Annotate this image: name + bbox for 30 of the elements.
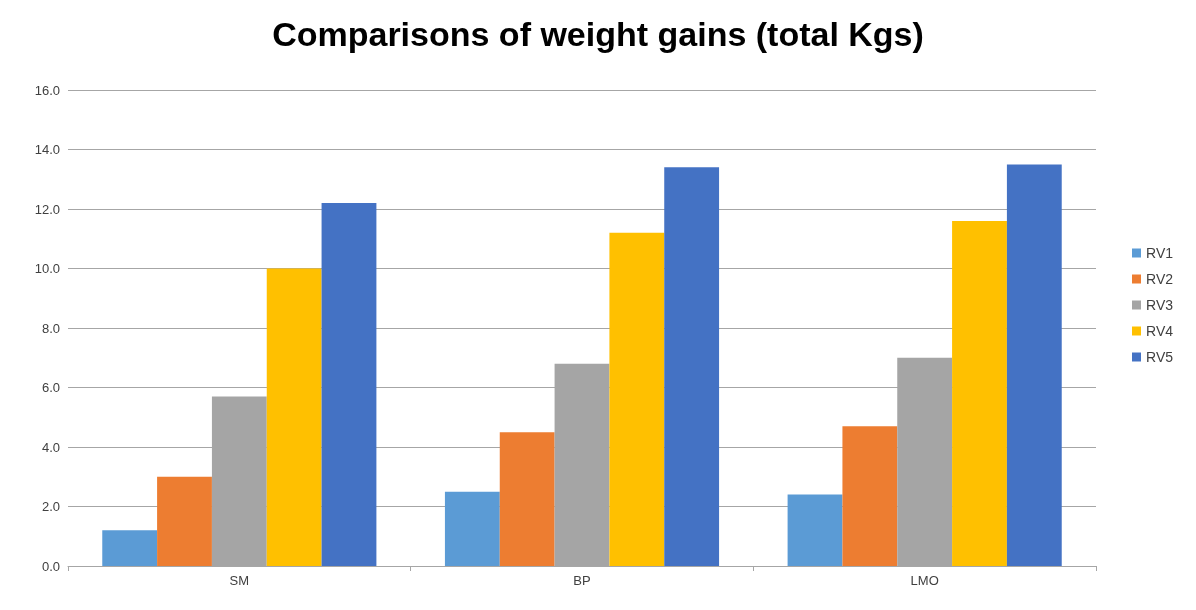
y-tick-label: 6.0 (41, 380, 60, 395)
legend-label: RV5 (1146, 349, 1174, 365)
bar (499, 432, 555, 566)
chart-title: Comparisons of weight gains (total Kgs) (272, 15, 924, 53)
bar (1006, 164, 1062, 566)
x-tick-label: LMO (910, 573, 939, 588)
y-tick-label: 16.0 (34, 82, 60, 98)
bar (787, 494, 843, 566)
legend-label: RV1 (1146, 245, 1174, 261)
y-tick-label: 14.0 (34, 142, 60, 157)
bar (842, 426, 898, 566)
y-tick-label: 10.0 (34, 261, 60, 276)
bar (609, 232, 665, 566)
y-tick-label: 4.0 (41, 439, 60, 455)
bar (321, 203, 377, 566)
y-tick-label: 12.0 (34, 201, 60, 217)
bar (444, 491, 500, 566)
bar (952, 220, 1007, 566)
legend-label: RV3 (1146, 297, 1174, 313)
y-tick-label: 2.0 (41, 499, 60, 514)
x-tick-label: BP (573, 573, 591, 588)
y-tick-label: 0.0 (41, 558, 60, 574)
legend-label: RV4 (1146, 323, 1174, 339)
bar (664, 167, 720, 566)
y-tick-label: 8.0 (41, 320, 60, 336)
x-tick-label: SM (229, 573, 250, 588)
legend-label: RV2 (1146, 271, 1174, 287)
bar (157, 476, 212, 566)
bar (266, 268, 322, 566)
bar (102, 530, 158, 566)
